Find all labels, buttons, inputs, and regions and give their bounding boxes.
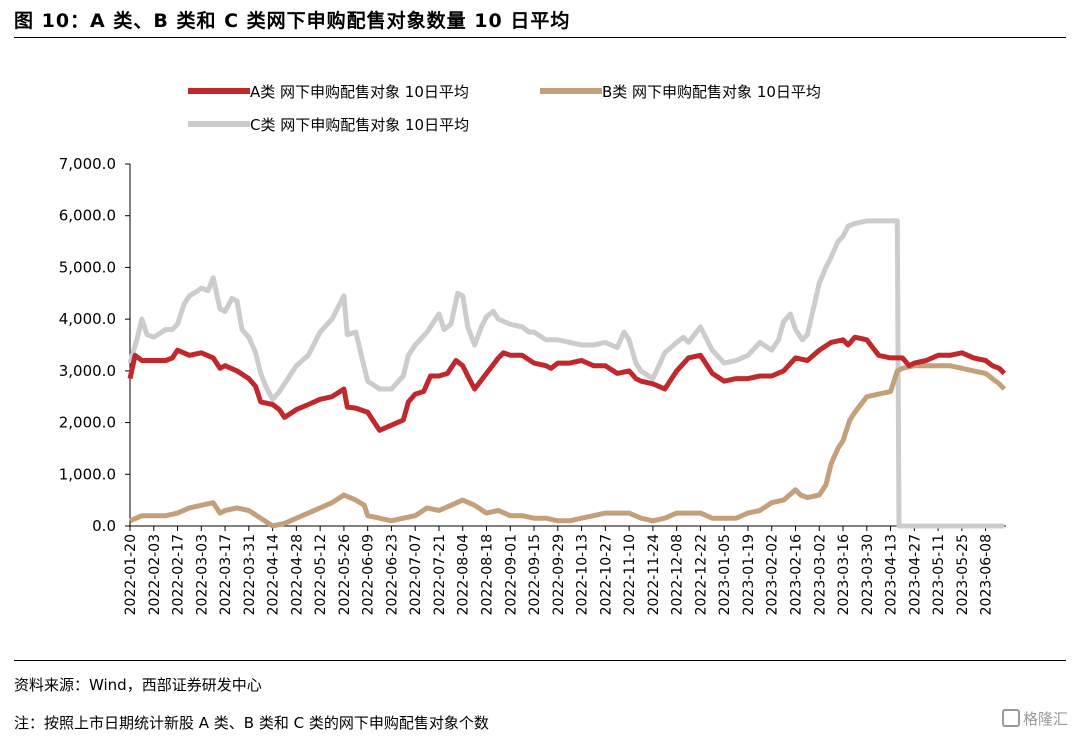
legend-label: A类 网下申购配售对象 10日平均 (250, 83, 469, 101)
source-note: 资料来源：Wind，西部证券研发中心 (14, 676, 262, 694)
x-tick-label: 2022-08-04 (456, 534, 472, 615)
x-tick-label: 2022-05-12 (313, 534, 329, 615)
x-tick-label: 2023-06-08 (979, 534, 995, 615)
x-tick-label: 2023-02-16 (788, 534, 804, 615)
legend-item-a: A类 网下申购配售对象 10日平均 (188, 83, 469, 101)
x-axis: 2022-01-20 2022-02-03 2022-02-17 2022-03-03… (123, 525, 1006, 615)
x-tick-label: 2022-07-21 (432, 534, 448, 615)
x-tick-label: 2022-11-24 (646, 534, 662, 615)
x-tick-label: 2022-03-17 (218, 534, 234, 615)
watermark-logo-icon (1001, 709, 1020, 727)
x-tick-label: 2022-02-17 (171, 534, 187, 615)
watermark-text: 格隆汇 (1022, 710, 1068, 728)
bottom-divider (14, 660, 1066, 661)
figure-title: 图 10：A 类、B 类和 C 类网下申购配售对象数量 10 日平均 (14, 10, 571, 32)
x-tick-label: 2022-11-10 (622, 534, 638, 615)
series-a-line (127, 334, 1007, 433)
x-tick-label: 2023-03-16 (836, 534, 852, 615)
legend-item-c: C类 网下申购配售对象 10日平均 (188, 116, 469, 134)
legend-label: C类 网下申购配售对象 10日平均 (250, 116, 469, 134)
x-tick-label: 2022-09-29 (551, 534, 567, 615)
x-tick-label: 2022-07-07 (408, 534, 424, 615)
x-tick-label: 2022-04-14 (266, 534, 282, 615)
chart-legend: A类 网下申购配售对象 10日平均 B类 网下申购配售对象 10日平均 C类 网下申… (188, 83, 821, 134)
y-axis: 0.0 1,000.0 2,000.0 3,000.0 4,000.0 5,000.0 6,… (59, 155, 131, 535)
x-tick-label: 2022-06-23 (384, 534, 400, 615)
x-tick-label: 2023-01-19 (741, 534, 757, 615)
y-tick-label: 1,000.0 (59, 465, 116, 483)
y-tick-label: 2,000.0 (59, 414, 116, 432)
x-tick-label: 2022-12-08 (670, 534, 686, 615)
x-tick-label: 2022-03-03 (194, 534, 210, 615)
y-tick-label: 5,000.0 (59, 258, 116, 276)
x-tick-label: 2022-03-31 (242, 534, 258, 615)
legend-label: B类 网下申购配售对象 10日平均 (602, 83, 821, 101)
x-tick-label: 2022-09-01 (503, 534, 519, 615)
x-tick-label: 2022-04-28 (289, 534, 305, 615)
x-tick-label: 2023-02-02 (765, 534, 781, 615)
series-b-line (129, 363, 1007, 529)
x-tick-label: 2023-03-30 (860, 534, 876, 615)
legend-item-b: B类 网下申购配售对象 10日平均 (540, 83, 821, 101)
y-tick-label: 0.0 (92, 517, 116, 535)
x-tick-label: 2022-06-09 (361, 534, 377, 615)
series-c-line (127, 218, 1005, 529)
x-tick-label: 2023-04-13 (884, 534, 900, 615)
x-tick-label: 2022-09-15 (527, 534, 543, 615)
plot-lines (127, 218, 1007, 529)
x-tick-label: 2023-04-27 (907, 534, 923, 615)
x-tick-label: 2023-01-05 (717, 534, 733, 615)
x-tick-label: 2022-01-20 (123, 534, 139, 615)
y-tick-label: 6,000.0 (59, 207, 116, 225)
top-divider (14, 37, 1066, 38)
x-tick-label: 2023-05-11 (931, 534, 947, 615)
x-tick-label: 2022-12-22 (693, 534, 709, 615)
x-tick-label: 2022-10-13 (575, 534, 591, 615)
line-chart: A类 网下申购配售对象 10日平均 B类 网下申购配售对象 10日平均 C类 网下申… (59, 83, 1007, 615)
x-tick-label: 2022-05-26 (337, 534, 353, 615)
x-tick-label: 2022-10-27 (598, 534, 614, 615)
x-tick-label: 2023-03-02 (812, 534, 828, 615)
x-tick-label: 2022-08-18 (480, 534, 496, 615)
y-tick-label: 7,000.0 (59, 155, 116, 173)
x-tick-label: 2022-02-03 (147, 534, 163, 615)
watermark: 格隆汇 (1001, 708, 1068, 729)
y-tick-label: 4,000.0 (59, 310, 116, 328)
x-tick-label: 2023-05-25 (955, 534, 971, 615)
y-tick-label: 3,000.0 (59, 362, 116, 380)
footnote: 注：按照上市日期统计新股 A 类、B 类和 C 类的网下申购配售对象个数 (14, 714, 489, 732)
